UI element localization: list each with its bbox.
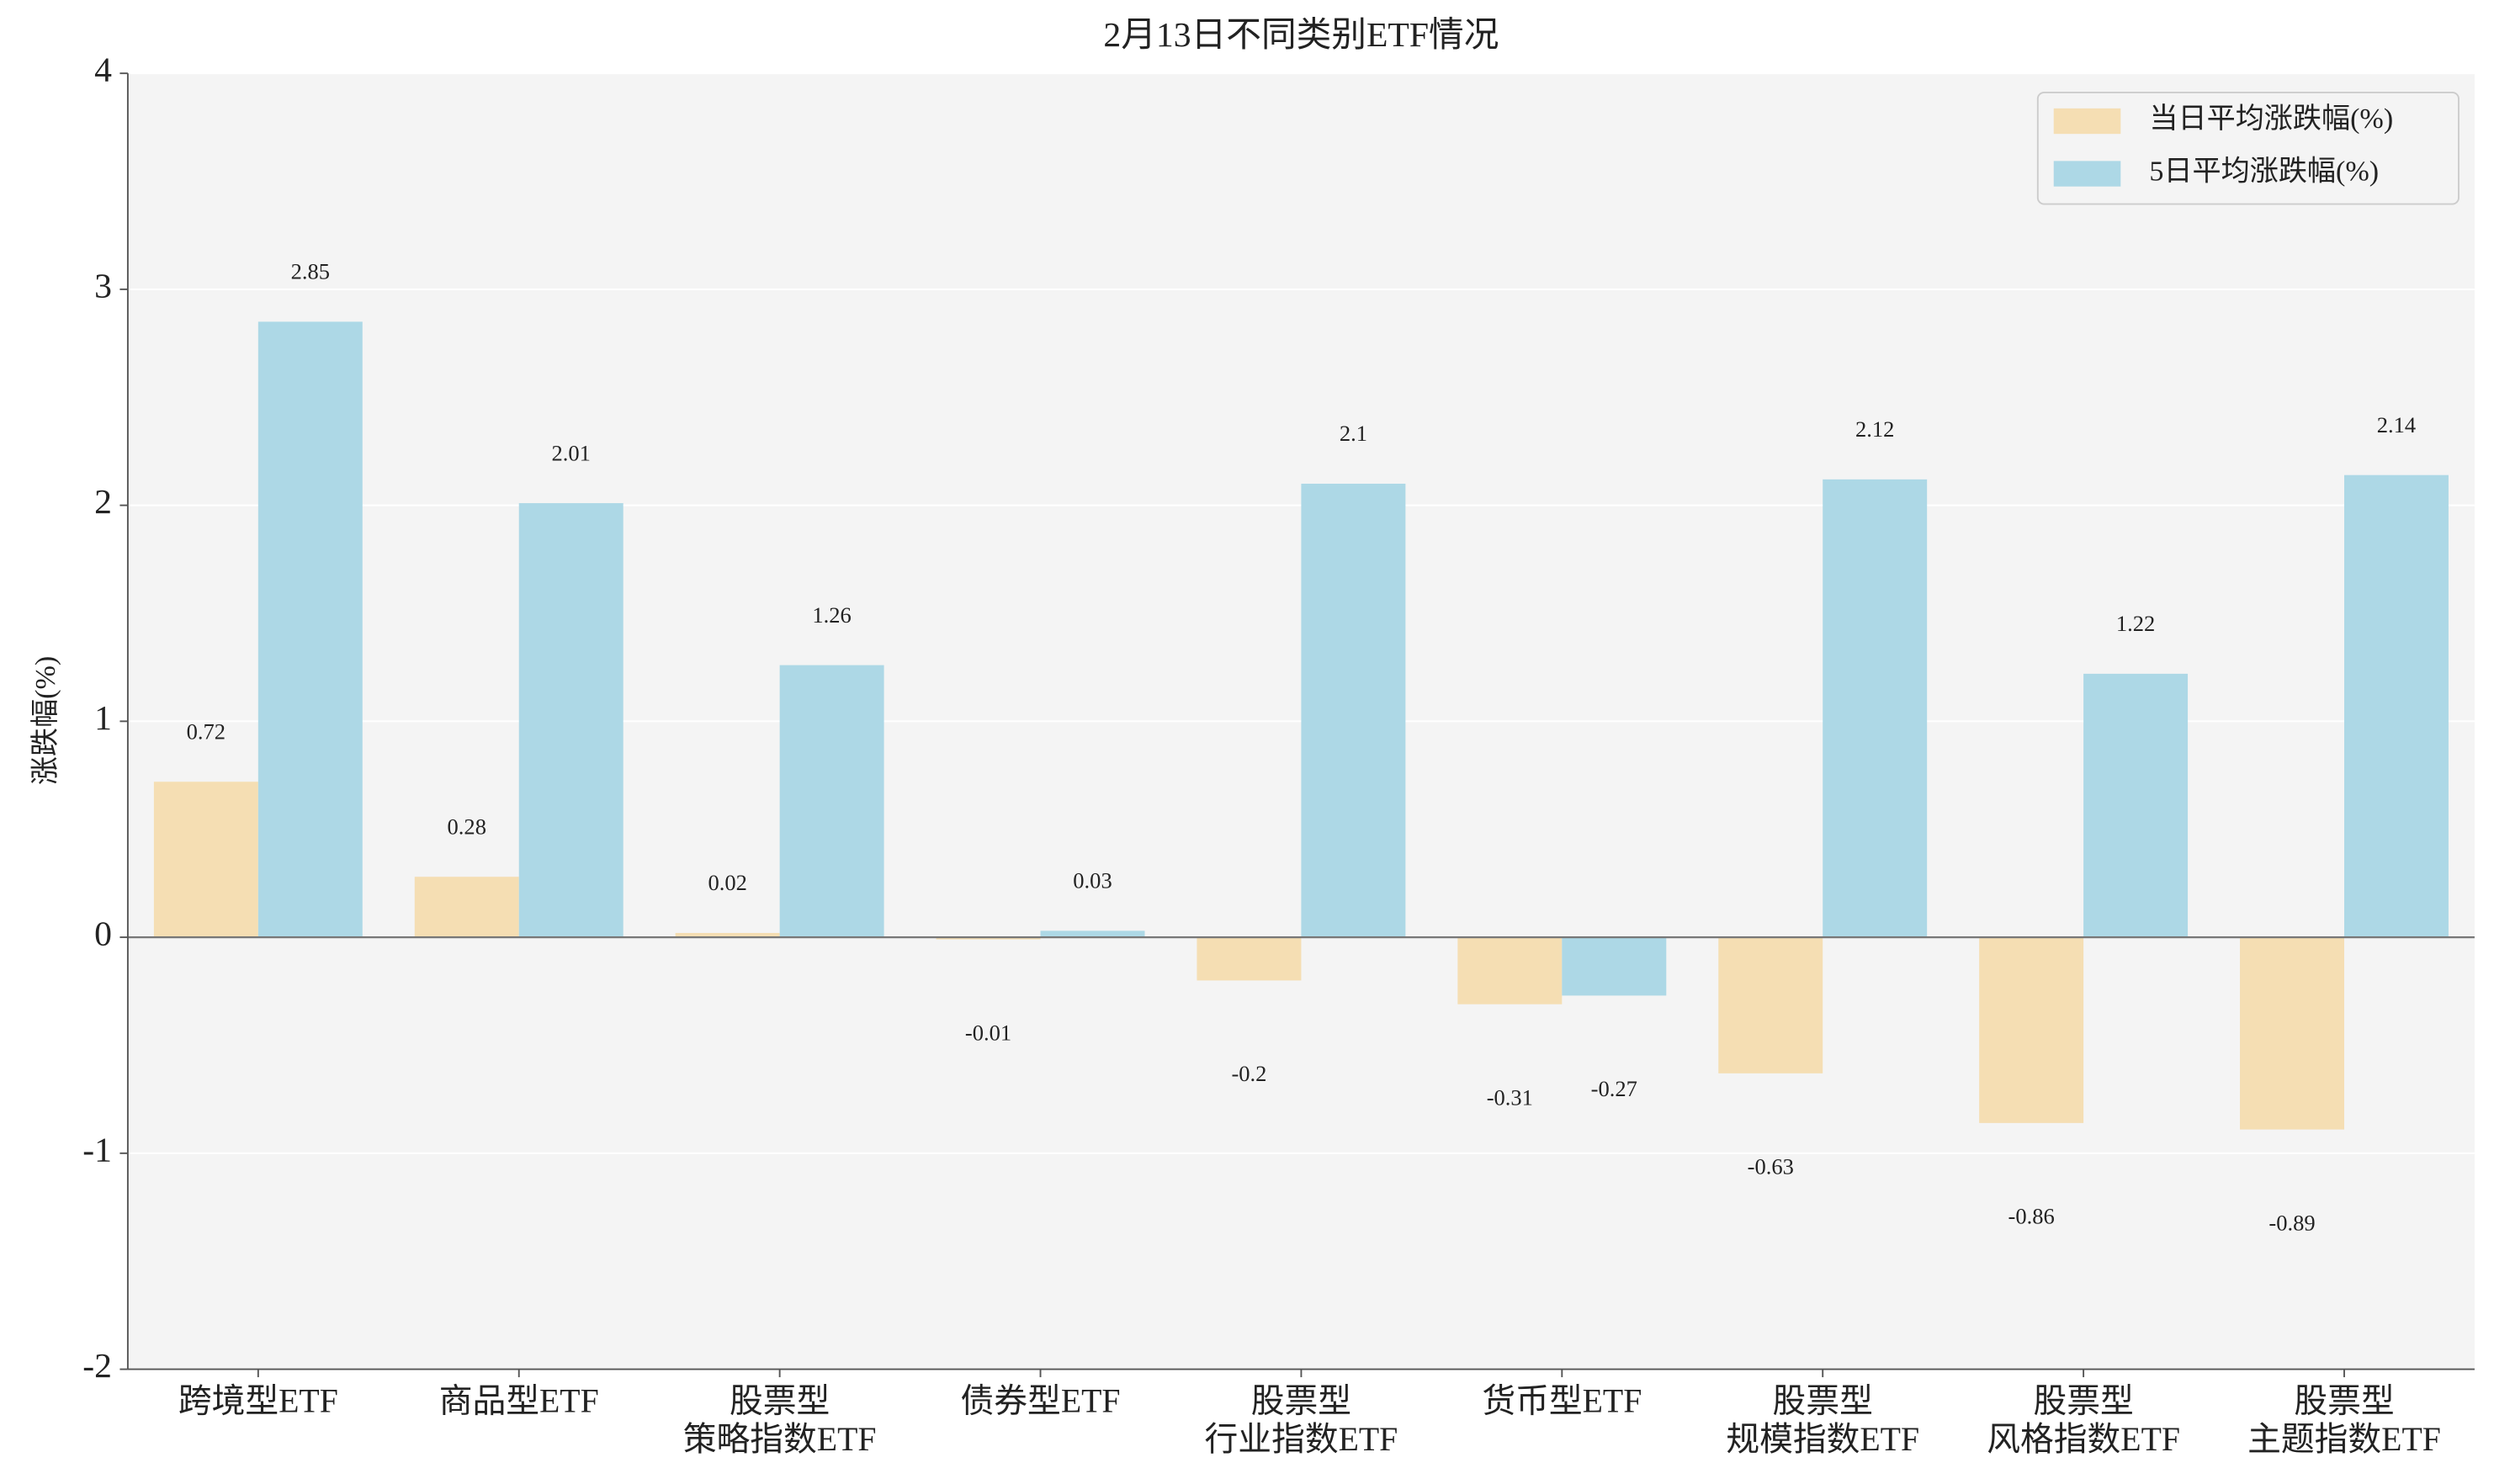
x-tick-label: 风格指数ETF	[1987, 1421, 2180, 1458]
bar	[1040, 930, 1145, 938]
value-label: 2.14	[2377, 412, 2416, 437]
bar	[518, 503, 624, 938]
value-label: 1.22	[2116, 611, 2155, 636]
y-tick-label: 4	[94, 51, 112, 90]
y-tick-label: 2	[94, 483, 112, 522]
legend-swatch	[2053, 108, 2121, 135]
value-label: 1.26	[812, 602, 851, 628]
value-label: -0.27	[1591, 1076, 1637, 1101]
value-label: 0.03	[1073, 868, 1112, 893]
x-tick-label: 跨境型ETF	[178, 1382, 338, 1419]
value-label: 0.72	[187, 719, 226, 745]
x-tick-label: 行业指数ETF	[1205, 1421, 1398, 1458]
y-tick-label: -2	[82, 1347, 112, 1386]
legend-label: 当日平均涨跌幅(%)	[2149, 103, 2393, 135]
x-tick-label: 规模指数ETF	[1726, 1421, 1919, 1458]
x-tick-label: 股票型	[730, 1382, 830, 1419]
value-label: 2.1	[1340, 421, 1367, 446]
legend-swatch	[2053, 161, 2121, 187]
bar	[779, 665, 884, 938]
bar	[1457, 937, 1563, 1004]
bar	[1823, 479, 1928, 938]
legend-label: 5日平均涨跌幅(%)	[2149, 155, 2379, 187]
bar	[1979, 937, 2084, 1123]
value-label: -0.31	[1487, 1084, 1533, 1110]
x-tick-label: 主题指数ETF	[2247, 1421, 2441, 1458]
value-label: -0.89	[2268, 1210, 2315, 1235]
x-tick-label: 商品型ETF	[439, 1382, 599, 1419]
x-tick-label: 股票型	[1773, 1382, 1873, 1419]
value-label: -0.63	[1748, 1154, 1794, 1179]
bar	[2240, 937, 2345, 1130]
value-label: 2.01	[552, 440, 591, 465]
x-tick-label: 策略指数ETF	[683, 1421, 877, 1458]
bar	[1301, 483, 1406, 938]
legend: 当日平均涨跌幅(%) 5日平均涨跌幅(%)	[2036, 91, 2460, 205]
value-label: 0.28	[448, 814, 486, 839]
x-tick-label: 股票型	[1251, 1382, 1351, 1419]
bar	[1562, 937, 1667, 996]
bar	[2083, 673, 2189, 938]
bar	[1718, 937, 1823, 1073]
bar	[257, 321, 363, 938]
bar	[414, 877, 519, 938]
y-tick-label: 3	[94, 267, 112, 305]
x-tick-label: 股票型	[2033, 1382, 2133, 1419]
chart-title: 2月13日不同类别ETF情况	[1103, 16, 1499, 55]
legend-box	[2036, 91, 2460, 205]
bar	[1197, 937, 1302, 981]
value-label: -0.01	[965, 1020, 1011, 1045]
value-label: 0.02	[708, 870, 746, 895]
bar	[2344, 474, 2449, 938]
bar	[675, 932, 780, 938]
x-tick-label: 股票型	[2294, 1382, 2394, 1419]
x-tick-label: 债券型ETF	[961, 1382, 1121, 1419]
y-tick-label: -1	[82, 1131, 112, 1169]
value-label: -0.2	[1231, 1061, 1266, 1086]
bar	[153, 782, 258, 938]
x-tick-label: 货币型ETF	[1482, 1382, 1642, 1419]
value-label: -0.86	[2008, 1204, 2055, 1229]
y-axis-label: 涨跌幅(%)	[29, 656, 61, 785]
value-label: 2.12	[1855, 416, 1894, 442]
value-label: 2.85	[291, 259, 330, 284]
y-tick-label: 0	[94, 915, 112, 954]
y-tick-label: 1	[94, 699, 112, 738]
bar	[936, 937, 1041, 940]
